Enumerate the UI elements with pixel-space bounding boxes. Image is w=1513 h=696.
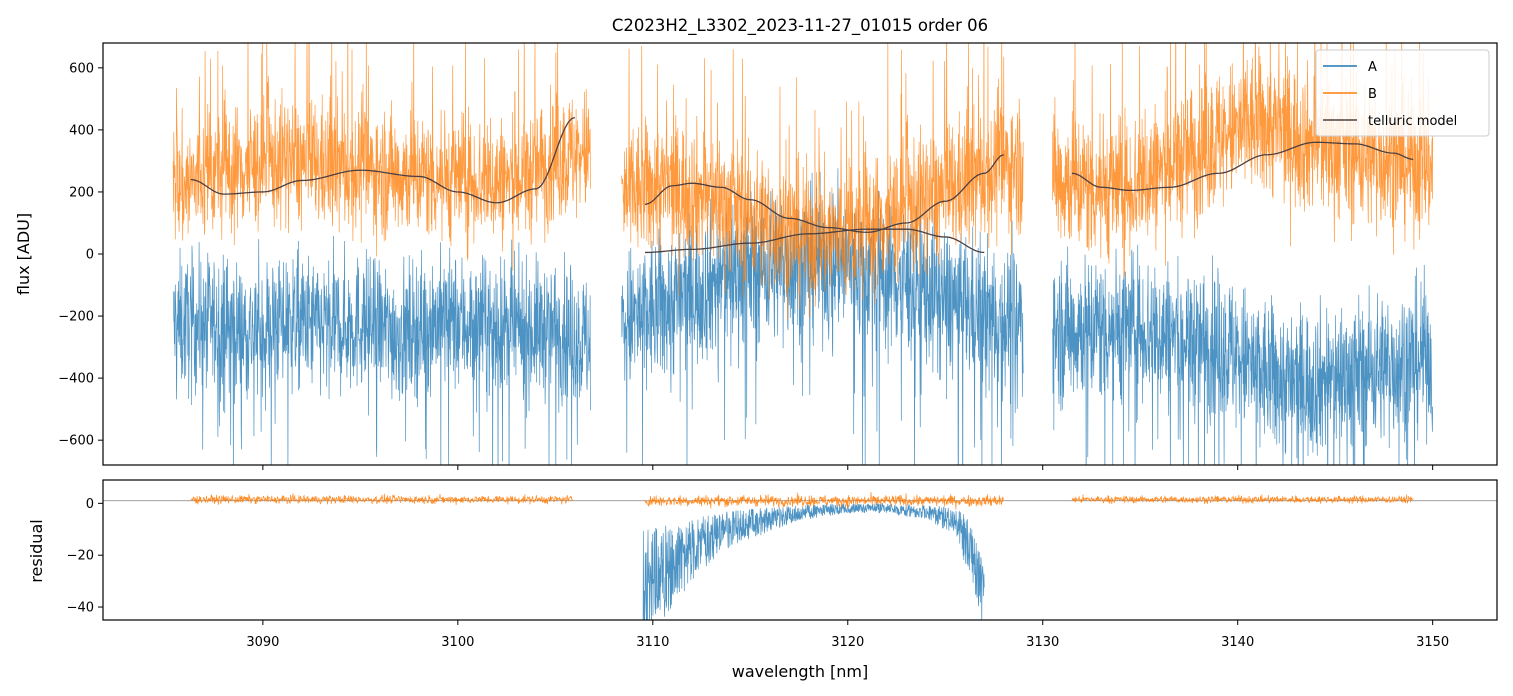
residual-y-label: residual bbox=[27, 519, 46, 582]
residual-plot-area bbox=[103, 492, 1497, 620]
flux-y-tick-label: 600 bbox=[69, 61, 94, 76]
residual-x-tick-label: 3130 bbox=[1026, 635, 1059, 650]
flux-y-label: flux [ADU] bbox=[14, 213, 33, 295]
residual-x-label: wavelength [nm] bbox=[732, 662, 869, 681]
residual-x-tick-label: 3100 bbox=[441, 635, 474, 650]
telluric-model-curve-2 bbox=[644, 154, 1004, 233]
residual-x-tick-label: 3120 bbox=[831, 635, 864, 650]
spectrum-a-segment-1 bbox=[172, 235, 591, 465]
residual-y-tick-label: 0 bbox=[86, 497, 94, 512]
flux-x-ticks bbox=[262, 465, 1434, 470]
flux-plot-area bbox=[172, 43, 1434, 465]
residual-b-segment-3 bbox=[1071, 494, 1414, 505]
legend: A B telluric model bbox=[1315, 49, 1490, 137]
residual-x-tick-label: 3090 bbox=[246, 635, 279, 650]
legend-label-telluric: telluric model bbox=[1368, 114, 1457, 129]
flux-y-ticks: −600 −400 −200 0 200 400 600 bbox=[58, 61, 103, 449]
residual-x-tick-label: 3110 bbox=[636, 635, 669, 650]
legend-label-a: A bbox=[1368, 60, 1377, 75]
residual-a-trace bbox=[642, 502, 985, 620]
residual-b-segment-2 bbox=[644, 492, 1004, 510]
spectrum-b-segment-1 bbox=[172, 43, 591, 271]
legend-label-b: B bbox=[1368, 87, 1377, 102]
residual-x-ticks: 3090 3100 3110 3120 3130 3140 3150 bbox=[246, 620, 1449, 650]
chart-title: C2023H2_L3302_2023-11-27_01015 order 06 bbox=[612, 16, 988, 36]
telluric-model-curve-3 bbox=[644, 228, 985, 254]
flux-y-tick-label: 400 bbox=[69, 123, 94, 138]
flux-panel: −600 −400 −200 0 200 400 600 flux [ADU] A B te… bbox=[14, 42, 1498, 470]
flux-y-tick-label: 0 bbox=[86, 248, 94, 263]
residual-x-tick-label: 3150 bbox=[1416, 635, 1449, 650]
flux-y-tick-label: −600 bbox=[58, 434, 94, 449]
spectrum-a-segment-2 bbox=[621, 168, 1024, 465]
residual-y-tick-label: −20 bbox=[67, 549, 94, 564]
residual-axes-frame bbox=[102, 479, 1498, 621]
telluric-model-curve-1 bbox=[190, 116, 576, 204]
residual-y-ticks: −40 −20 0 bbox=[67, 497, 103, 616]
residual-y-tick-label: −40 bbox=[67, 601, 94, 616]
spectrum-b-segment-2 bbox=[621, 43, 1024, 320]
residual-b-segment-1 bbox=[190, 493, 574, 506]
residual-x-tick-label: 3140 bbox=[1221, 635, 1254, 650]
flux-y-tick-label: −200 bbox=[58, 310, 94, 325]
flux-y-tick-label: −400 bbox=[58, 372, 94, 387]
spectrum-a-segment-3 bbox=[1052, 244, 1434, 465]
residual-panel: −40 −20 0 3090 3100 3110 3120 3130 3140 3150 res… bbox=[27, 479, 1498, 681]
flux-y-tick-label: 200 bbox=[69, 185, 94, 200]
legend-box bbox=[1315, 49, 1490, 137]
telluric-model-curve-4 bbox=[1071, 141, 1414, 192]
